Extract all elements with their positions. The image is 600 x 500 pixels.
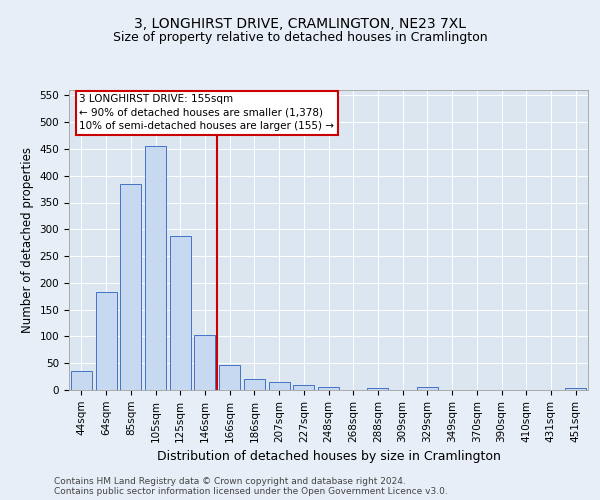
Bar bbox=[367, 388, 388, 390]
Bar bbox=[95, 292, 116, 390]
Text: Contains public sector information licensed under the Open Government Licence v3: Contains public sector information licen… bbox=[54, 487, 448, 496]
Text: 3 LONGHIRST DRIVE: 155sqm
← 90% of detached houses are smaller (1,378)
10% of se: 3 LONGHIRST DRIVE: 155sqm ← 90% of detac… bbox=[79, 94, 334, 131]
Bar bbox=[293, 385, 314, 390]
Bar bbox=[194, 335, 215, 390]
Text: 3, LONGHIRST DRIVE, CRAMLINGTON, NE23 7XL: 3, LONGHIRST DRIVE, CRAMLINGTON, NE23 7X… bbox=[134, 18, 466, 32]
X-axis label: Distribution of detached houses by size in Cramlington: Distribution of detached houses by size … bbox=[157, 450, 500, 463]
Bar bbox=[71, 371, 92, 390]
Bar bbox=[219, 366, 240, 390]
Text: Size of property relative to detached houses in Cramlington: Size of property relative to detached ho… bbox=[113, 31, 487, 44]
Bar bbox=[244, 380, 265, 390]
Text: Contains HM Land Registry data © Crown copyright and database right 2024.: Contains HM Land Registry data © Crown c… bbox=[54, 477, 406, 486]
Bar bbox=[269, 382, 290, 390]
Bar bbox=[170, 236, 191, 390]
Bar bbox=[565, 388, 586, 390]
Bar bbox=[120, 184, 141, 390]
Y-axis label: Number of detached properties: Number of detached properties bbox=[21, 147, 34, 333]
Bar bbox=[417, 388, 438, 390]
Bar bbox=[145, 146, 166, 390]
Bar bbox=[318, 388, 339, 390]
